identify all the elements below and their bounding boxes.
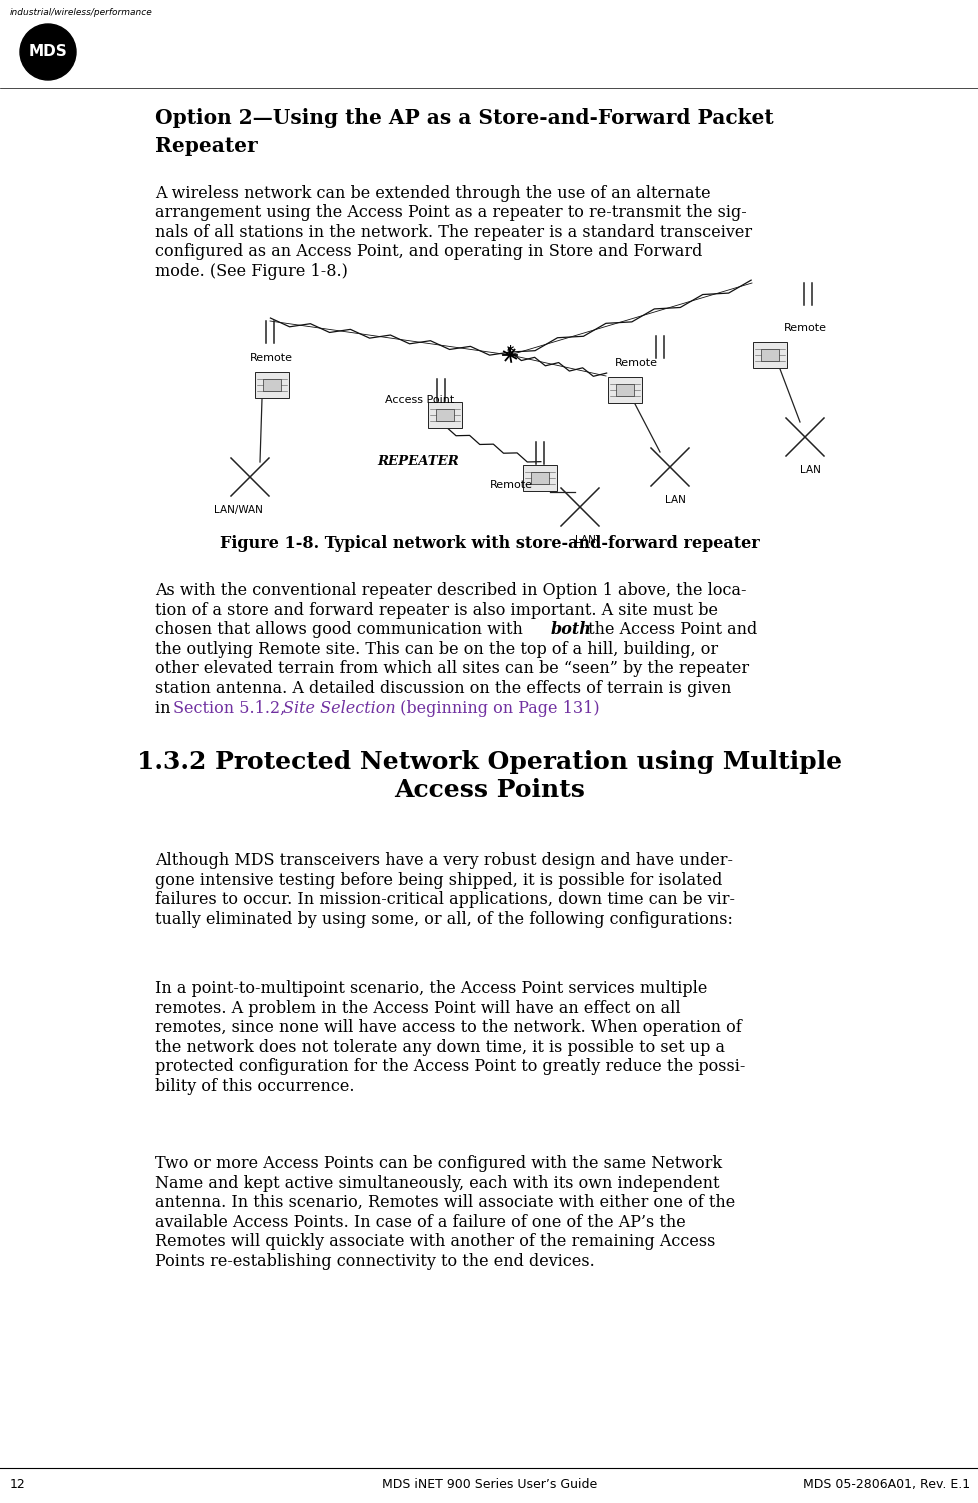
Text: other elevated terrain from which all sites can be “seen” by the repeater: other elevated terrain from which all si… xyxy=(155,660,748,678)
Text: Remotes will quickly associate with another of the remaining Access: Remotes will quickly associate with anot… xyxy=(155,1234,715,1250)
Text: MDS iNET 900 Series User’s Guide: MDS iNET 900 Series User’s Guide xyxy=(381,1477,597,1491)
Text: Remote: Remote xyxy=(249,353,292,364)
Text: mode. (See Figure 1-8.): mode. (See Figure 1-8.) xyxy=(155,263,347,280)
Text: tion of a store and forward repeater is also important. A site must be: tion of a store and forward repeater is … xyxy=(155,601,717,619)
Text: 1.3.2 Protected Network Operation using Multiple: 1.3.2 Protected Network Operation using … xyxy=(137,750,841,774)
Text: Access Point: Access Point xyxy=(384,395,454,404)
FancyBboxPatch shape xyxy=(761,349,778,361)
FancyBboxPatch shape xyxy=(531,472,548,484)
Text: Remote: Remote xyxy=(783,323,826,334)
Text: *: * xyxy=(506,344,513,358)
Text: antenna. In this scenario, Remotes will associate with either one of the: antenna. In this scenario, Remotes will … xyxy=(155,1195,734,1211)
Text: tually eliminated by using some, or all, of the following configurations:: tually eliminated by using some, or all,… xyxy=(155,911,733,927)
Text: Figure 1-8. Typical network with store-and-forward repeater: Figure 1-8. Typical network with store-a… xyxy=(219,535,759,552)
Text: Repeater: Repeater xyxy=(155,135,257,156)
Text: Access Points: Access Points xyxy=(394,779,584,803)
Circle shape xyxy=(20,24,76,80)
FancyBboxPatch shape xyxy=(752,343,786,368)
Text: the network does not tolerate any down time, it is possible to set up a: the network does not tolerate any down t… xyxy=(155,1039,725,1055)
FancyBboxPatch shape xyxy=(427,403,462,427)
Text: industrial/wireless/performance: industrial/wireless/performance xyxy=(10,8,153,17)
Text: MDS 05-2806A01, Rev. E.1: MDS 05-2806A01, Rev. E.1 xyxy=(802,1477,969,1491)
FancyBboxPatch shape xyxy=(607,377,642,403)
FancyBboxPatch shape xyxy=(436,409,453,421)
Text: Although MDS transceivers have a very robust design and have under-: Although MDS transceivers have a very ro… xyxy=(155,852,733,869)
Text: Points re-establishing connectivity to the end devices.: Points re-establishing connectivity to t… xyxy=(155,1254,595,1270)
FancyBboxPatch shape xyxy=(616,383,633,397)
Text: Site Selection: Site Selection xyxy=(283,699,395,717)
Text: Remote: Remote xyxy=(614,358,657,368)
Text: available Access Points. In case of a failure of one of the AP’s the: available Access Points. In case of a fa… xyxy=(155,1214,685,1231)
Text: gone intensive testing before being shipped, it is possible for isolated: gone intensive testing before being ship… xyxy=(155,872,722,888)
Text: REPEATER: REPEATER xyxy=(377,455,459,467)
Text: both: both xyxy=(551,621,592,639)
FancyBboxPatch shape xyxy=(263,379,281,391)
Text: configured as an Access Point, and operating in Store and Forward: configured as an Access Point, and opera… xyxy=(155,243,701,260)
Text: remotes, since none will have access to the network. When operation of: remotes, since none will have access to … xyxy=(155,1019,741,1036)
Text: in: in xyxy=(155,699,175,717)
Text: the Access Point and: the Access Point and xyxy=(583,621,756,639)
Text: Section 5.1.2,: Section 5.1.2, xyxy=(173,699,290,717)
Text: LAN/WAN: LAN/WAN xyxy=(213,505,262,516)
Text: MDS: MDS xyxy=(28,45,67,60)
FancyBboxPatch shape xyxy=(254,373,289,398)
Text: LAN: LAN xyxy=(574,535,595,546)
Text: 12: 12 xyxy=(10,1477,25,1491)
Text: chosen that allows good communication with: chosen that allows good communication wi… xyxy=(155,621,527,639)
Text: LAN: LAN xyxy=(664,494,685,505)
Text: Two or more Access Points can be configured with the same Network: Two or more Access Points can be configu… xyxy=(155,1154,722,1172)
Text: bility of this occurrence.: bility of this occurrence. xyxy=(155,1078,354,1096)
Text: (beginning on Page 131): (beginning on Page 131) xyxy=(394,699,599,717)
Text: LAN: LAN xyxy=(799,464,820,475)
Text: Name and kept active simultaneously, each with its own independent: Name and kept active simultaneously, eac… xyxy=(155,1175,719,1192)
Text: the outlying Remote site. This can be on the top of a hill, building, or: the outlying Remote site. This can be on… xyxy=(155,640,718,658)
Text: remotes. A problem in the Access Point will have an effect on all: remotes. A problem in the Access Point w… xyxy=(155,999,680,1016)
Text: failures to occur. In mission-critical applications, down time can be vir-: failures to occur. In mission-critical a… xyxy=(155,891,734,908)
Text: Option 2—Using the AP as a Store-and-Forward Packet: Option 2—Using the AP as a Store-and-For… xyxy=(155,108,773,128)
Text: protected configuration for the Access Point to greatly reduce the possi-: protected configuration for the Access P… xyxy=(155,1058,744,1076)
Text: In a point-to-multipoint scenario, the Access Point services multiple: In a point-to-multipoint scenario, the A… xyxy=(155,980,707,996)
FancyBboxPatch shape xyxy=(522,466,556,490)
Text: As with the conventional repeater described in Option 1 above, the loca-: As with the conventional repeater descri… xyxy=(155,582,746,600)
Text: nals of all stations in the network. The repeater is a standard transceiver: nals of all stations in the network. The… xyxy=(155,224,751,240)
Text: Remote: Remote xyxy=(490,479,532,490)
Text: station antenna. A detailed discussion on the effects of terrain is given: station antenna. A detailed discussion o… xyxy=(155,679,731,697)
Text: A wireless network can be extended through the use of an alternate: A wireless network can be extended throu… xyxy=(155,185,710,201)
Text: arrangement using the Access Point as a repeater to re-transmit the sig-: arrangement using the Access Point as a … xyxy=(155,204,746,221)
